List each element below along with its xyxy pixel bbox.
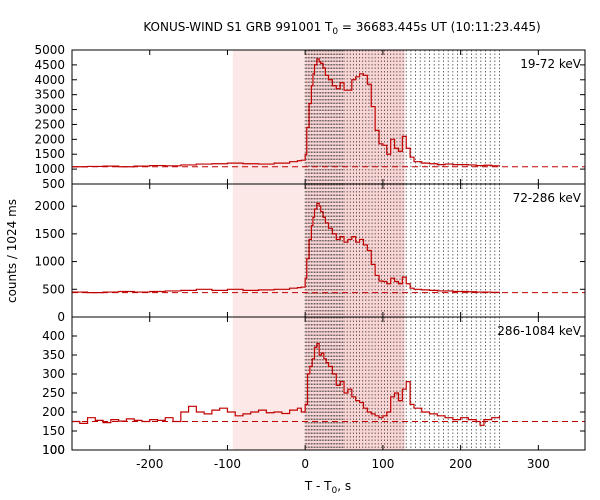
y-tick-label-bottom: 0 (57, 310, 65, 324)
light-curve-2 (72, 202, 501, 294)
y-tick-label: 2500 (34, 117, 65, 131)
y-axis-title: counts / 1024 ms (5, 199, 19, 303)
light-curve-3 (72, 343, 501, 426)
x-tick-label: 0 (301, 457, 309, 471)
y-tick-label: 3000 (34, 103, 65, 117)
y-tick-label: 400 (42, 329, 65, 343)
x-axis-title: T - T0, s (304, 479, 351, 496)
y-tick-label: 300 (42, 367, 65, 381)
title-subscript: 0 (332, 27, 338, 37)
y-tick-label: 5000 (34, 43, 65, 57)
shaded-region-dark (305, 317, 405, 450)
y-tick-label-bottom: 500 (42, 177, 65, 191)
x-tick-label: -100 (214, 457, 241, 471)
y-tick-label: 2000 (34, 199, 65, 213)
x-tick-label: 100 (371, 457, 394, 471)
energy-band-label: 19-72 keV (520, 57, 582, 71)
energy-band-label: 72-286 keV (513, 191, 582, 205)
shaded-region-dark (305, 50, 405, 184)
panel-frame (71, 316, 586, 451)
y-tick-label: 350 (42, 348, 65, 362)
panels-group: 1000150020002500300035004000450050005001… (34, 43, 586, 471)
y-tick-label: 200 (42, 405, 65, 419)
x-tick-label: 300 (527, 457, 550, 471)
y-tick-label: 2000 (34, 132, 65, 146)
shaded-region-dark (305, 184, 405, 317)
energy-band-label: 286-1084 keV (497, 324, 581, 338)
x-tick-label: -200 (136, 457, 163, 471)
light-curve-1 (72, 58, 501, 168)
y-tick-label: 4000 (34, 73, 65, 87)
x-tick-label: 200 (449, 457, 472, 471)
chart-title: KONUS-WIND S1 GRB 991001 T0 = 36683.445s… (143, 20, 540, 37)
y-tick-label-bottom: 100 (42, 443, 65, 457)
title-rest: = 36683.445s UT (10:11:23.445) (338, 20, 541, 34)
y-tick-label: 1000 (34, 255, 65, 269)
y-tick-label: 1500 (34, 227, 65, 241)
x-axis-title-rest: , s (337, 479, 351, 493)
y-tick-label: 500 (42, 282, 65, 296)
y-tick-label: 100 (42, 443, 65, 457)
y-tick-label: 3500 (34, 88, 65, 102)
panel-2: 500 1000 1500 2000 0 72-286 keV (34, 183, 586, 324)
y-tick-label: 4500 (34, 58, 65, 72)
y-tick-label: 150 (42, 424, 65, 438)
y-tick-label: 250 (42, 386, 65, 400)
y-tick-label: 1500 (34, 147, 65, 161)
y-tick-label: 1000 (34, 162, 65, 176)
x-axis-title-subscript: 0 (332, 486, 338, 496)
